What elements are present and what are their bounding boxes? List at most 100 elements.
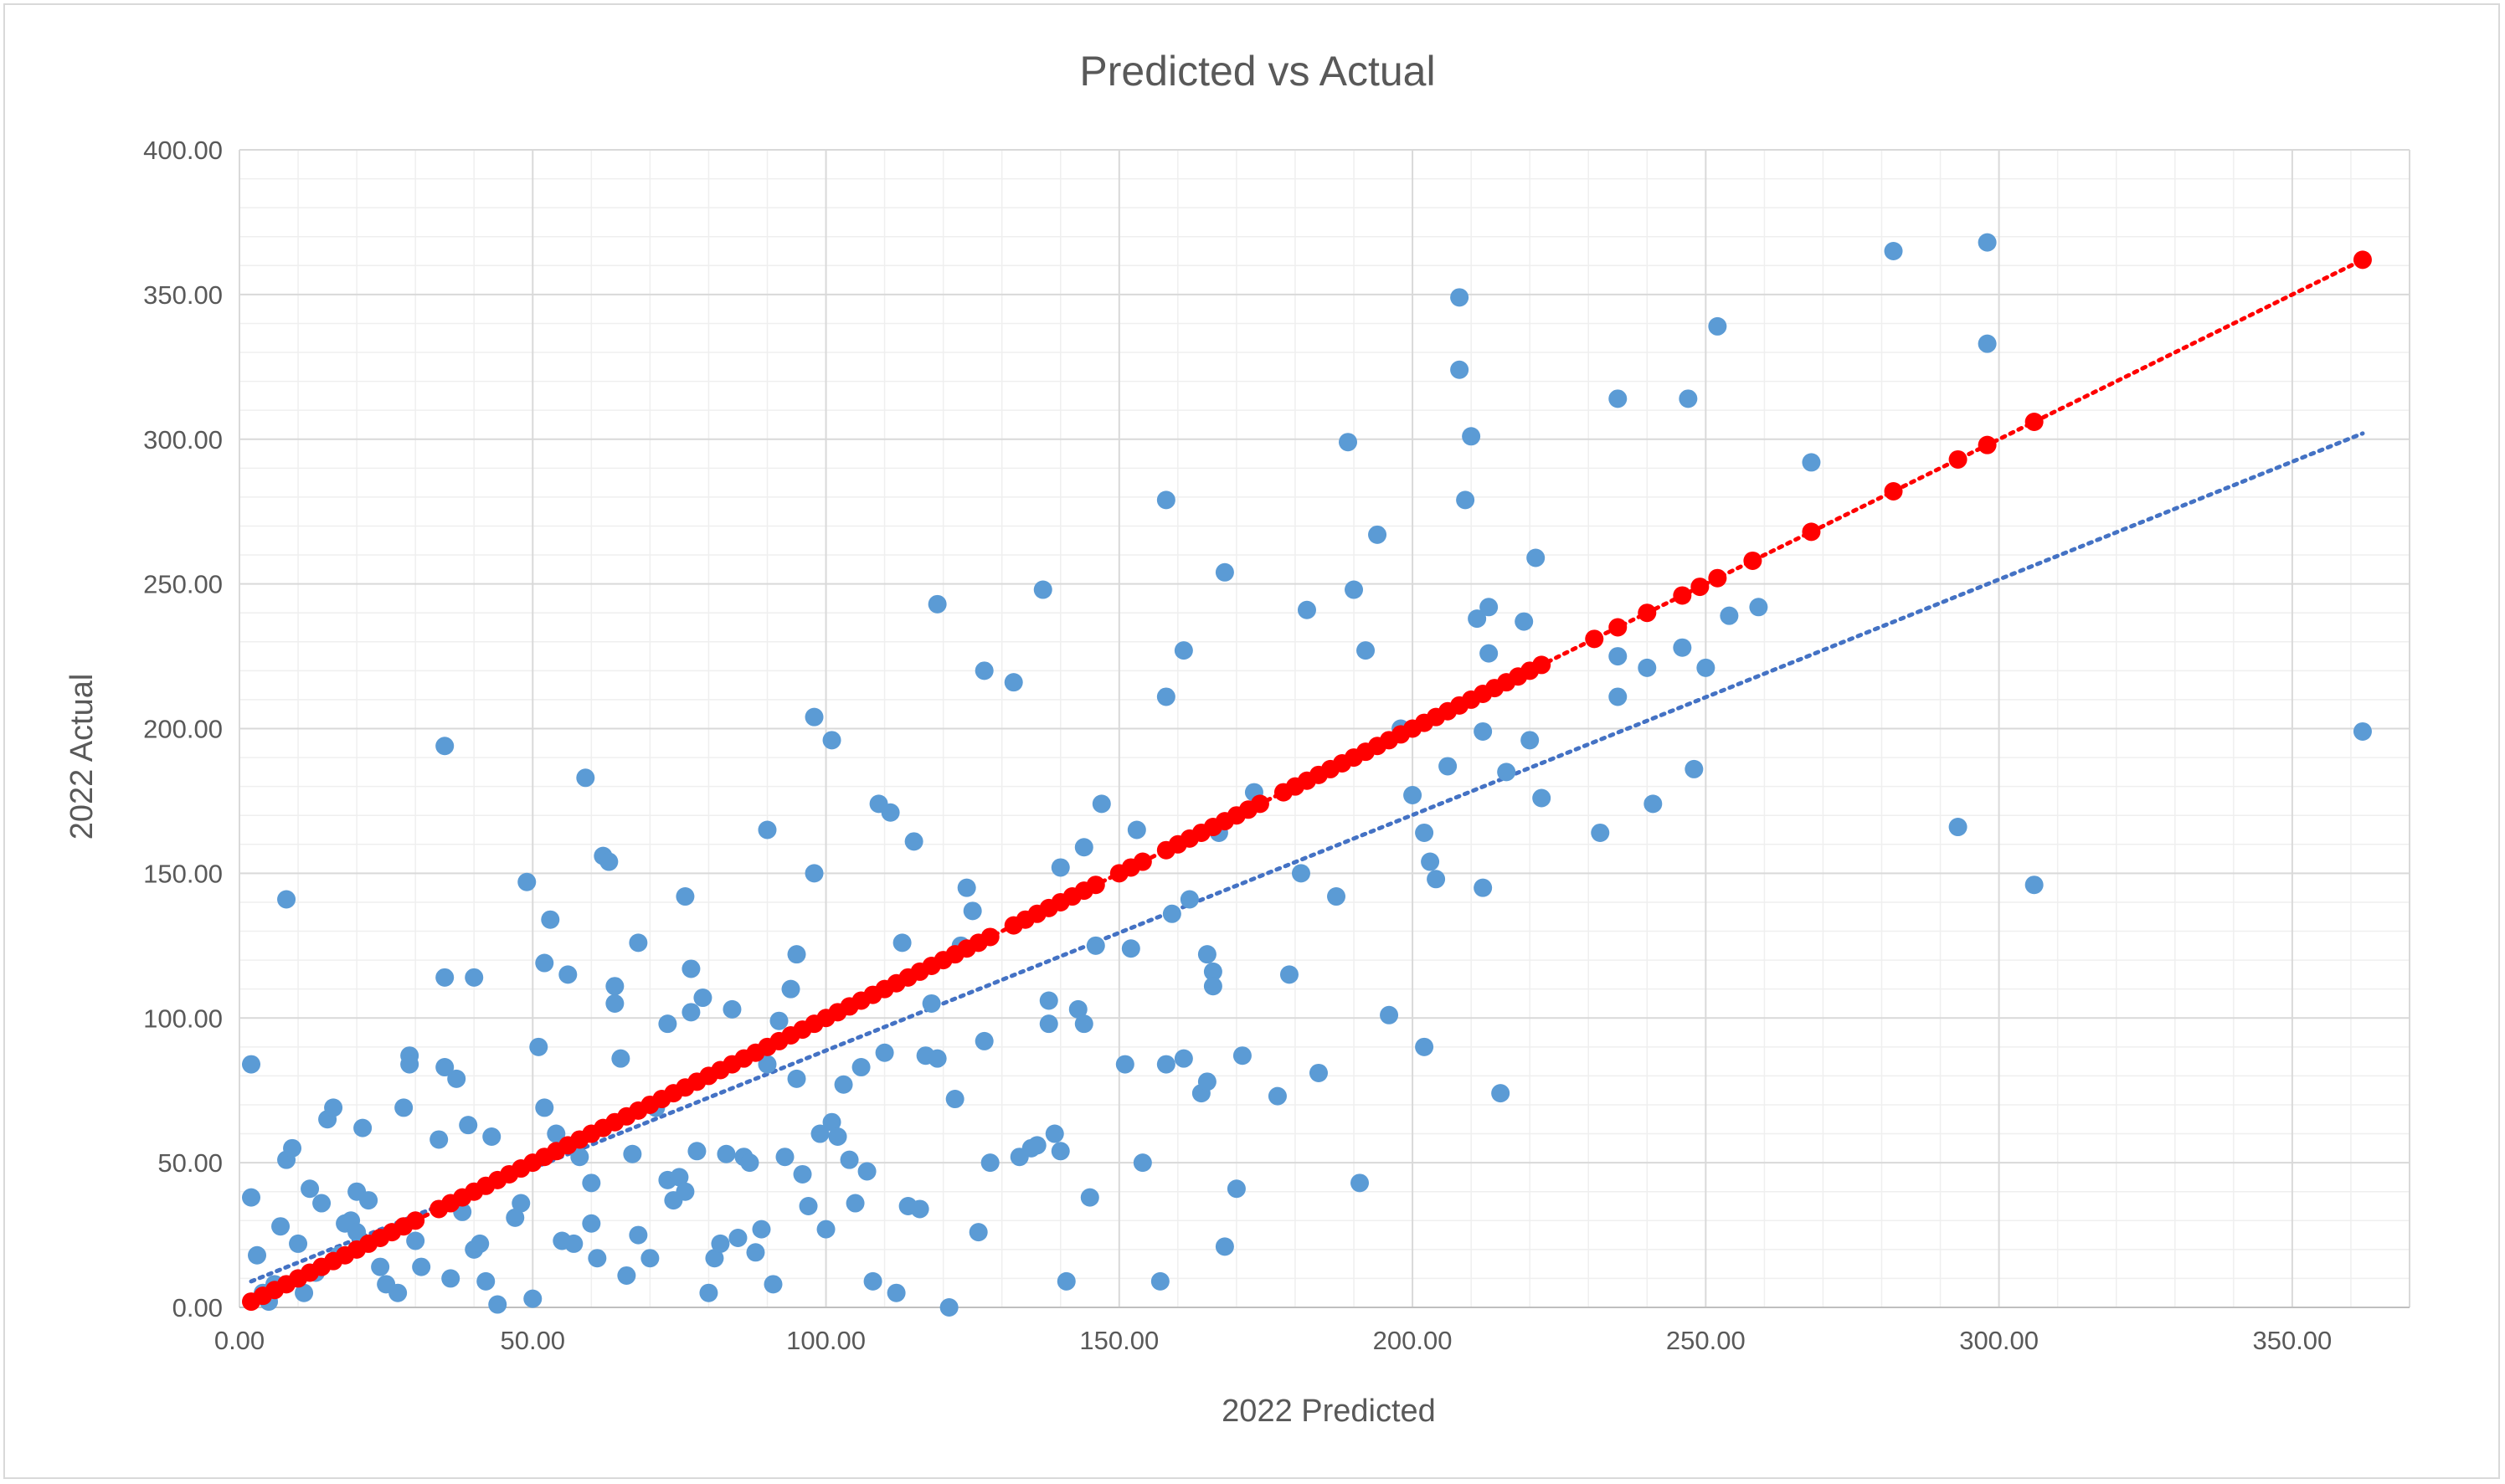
- actual-point: [629, 933, 648, 953]
- actual-point: [910, 1199, 929, 1219]
- actual-point: [570, 1148, 589, 1167]
- actual-point: [1978, 334, 1997, 353]
- scatter-chart: Predicted vs Actual 0.00 50.00 100.00 150.0…: [64, 48, 2410, 1429]
- actual-point: [295, 1283, 314, 1302]
- actual-point: [1380, 1005, 1399, 1024]
- actual-point: [359, 1191, 378, 1210]
- actual-point: [1673, 638, 1692, 657]
- actual-point: [394, 1098, 414, 1117]
- actual-point: [1297, 600, 1316, 619]
- actual-point: [822, 731, 841, 750]
- actual-point: [1327, 887, 1346, 906]
- actual-point: [582, 1173, 601, 1193]
- actual-point: [1197, 1072, 1216, 1091]
- series-predicted-points: [242, 250, 2372, 1312]
- actual-point: [640, 1249, 660, 1268]
- y-axis-tick-labels: 0.00 50.00 100.00 150.00 200.00 250.00 300.00 3…: [143, 136, 223, 1322]
- predicted-point: [1802, 522, 1821, 542]
- actual-point: [1215, 1237, 1234, 1256]
- actual-point: [717, 1144, 736, 1163]
- major-gridlines: [239, 149, 2410, 1307]
- predicted-point: [1250, 794, 1269, 814]
- actual-point: [1203, 962, 1222, 981]
- actual-point: [1456, 490, 1475, 510]
- actual-point: [1679, 389, 1698, 408]
- actual-point: [1479, 598, 1499, 617]
- actual-point: [1039, 991, 1058, 1010]
- actual-point: [388, 1283, 408, 1302]
- actual-point: [1884, 242, 1903, 261]
- actual-point: [1291, 864, 1310, 883]
- actual-point: [353, 1118, 373, 1137]
- predicted-point: [1708, 568, 1727, 588]
- actual-point: [980, 1153, 1000, 1173]
- y-tick-label: 350.00: [143, 280, 223, 310]
- predicted-point: [1585, 629, 1604, 649]
- x-tick-label: 150.00: [1079, 1326, 1159, 1355]
- predicted-point: [406, 1211, 425, 1230]
- actual-point: [2353, 721, 2372, 741]
- predicted-point: [1133, 852, 1152, 871]
- actual-point: [758, 820, 777, 840]
- actual-point: [928, 1049, 947, 1068]
- predicted-point: [1690, 578, 1710, 597]
- actual-point: [347, 1223, 367, 1242]
- actual-point: [828, 1127, 847, 1147]
- actual-point: [764, 1275, 783, 1294]
- actual-point: [781, 979, 800, 999]
- actual-point: [957, 878, 976, 897]
- actual-point: [312, 1194, 332, 1213]
- actual-point: [1497, 763, 1516, 782]
- actual-point: [1403, 786, 1422, 805]
- actual-point: [512, 1194, 531, 1213]
- actual-point: [1696, 658, 1715, 677]
- actual-point: [693, 988, 712, 1008]
- y-tick-label: 50.00: [157, 1148, 223, 1178]
- actual-point: [975, 1031, 994, 1050]
- actual-point: [687, 1142, 707, 1161]
- actual-point: [676, 1182, 695, 1201]
- actual-point: [1057, 1271, 1076, 1291]
- actual-point: [1643, 794, 1663, 814]
- actual-point: [435, 737, 455, 756]
- actual-point: [682, 959, 701, 978]
- actual-point: [283, 1138, 302, 1158]
- actual-point: [1156, 687, 1175, 706]
- actual-point: [1802, 453, 1821, 472]
- actual-point: [271, 1217, 291, 1236]
- actual-point: [834, 1075, 853, 1094]
- predicted-point: [1884, 481, 1903, 501]
- actual-point: [887, 1283, 906, 1302]
- actual-point: [529, 1037, 548, 1056]
- y-tick-label: 250.00: [143, 570, 223, 599]
- actual-point: [1532, 788, 1551, 808]
- actual-point: [805, 707, 824, 727]
- actual-point: [723, 999, 742, 1019]
- actual-point: [1279, 965, 1299, 984]
- actual-point: [1415, 823, 1434, 842]
- actual-point: [1121, 939, 1140, 958]
- actual-point: [799, 1196, 818, 1215]
- actual-point: [1074, 838, 1093, 857]
- actual-point: [301, 1179, 320, 1199]
- actual-point: [892, 933, 912, 953]
- chart-frame: Predicted vs Actual 0.00 50.00 100.00 150.0…: [3, 3, 2500, 1479]
- actual-point: [1720, 606, 1739, 625]
- actual-point: [582, 1214, 601, 1233]
- x-tick-label: 50.00: [500, 1326, 565, 1355]
- actual-point: [435, 1058, 455, 1077]
- actual-point: [242, 1055, 261, 1074]
- actual-point: [1368, 525, 1387, 544]
- actual-point: [1086, 936, 1105, 955]
- actual-point: [324, 1098, 343, 1117]
- actual-point: [752, 1220, 771, 1239]
- actual-point: [1978, 233, 1997, 252]
- actual-point: [1092, 794, 1111, 814]
- actual-point: [1474, 878, 1493, 897]
- actual-point: [482, 1127, 502, 1147]
- actual-point: [1450, 288, 1469, 307]
- actual-point: [400, 1055, 419, 1074]
- y-tick-label: 150.00: [143, 859, 223, 888]
- actual-point: [611, 1049, 630, 1068]
- actual-point: [1027, 1136, 1047, 1155]
